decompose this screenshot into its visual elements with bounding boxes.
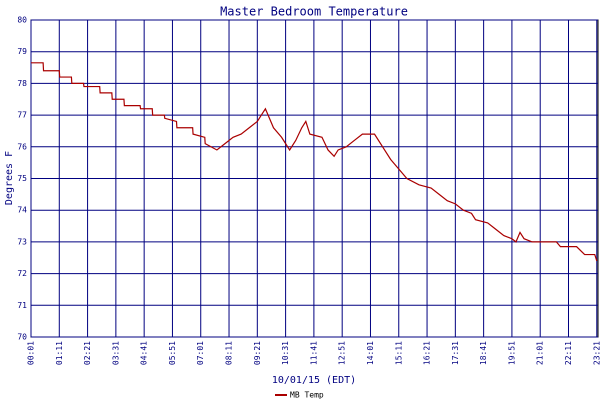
x-tick-label: 15:11: [394, 341, 403, 365]
x-tick-label: 05:51: [168, 341, 177, 365]
y-tick-label: 75: [17, 174, 27, 183]
x-tick-label: 22:11: [564, 341, 573, 365]
y-tick-label: 73: [17, 237, 27, 246]
data-line: [31, 62, 598, 262]
y-axis-label: Degrees F: [4, 151, 15, 205]
y-tick-label: 72: [17, 269, 27, 278]
y-tick-label: 71: [17, 301, 27, 310]
x-tick-label: 08:11: [225, 341, 234, 365]
x-tick-label: 00:01: [27, 341, 36, 365]
x-tick-label: 18:41: [479, 341, 488, 365]
x-tick-label: 12:51: [338, 341, 347, 365]
y-tick-label: 74: [17, 206, 27, 215]
x-tick-label: 04:41: [140, 341, 149, 365]
x-tick-label: 16:21: [423, 341, 432, 365]
x-tick-label: 21:01: [536, 341, 545, 365]
y-tick-label: 80: [17, 16, 27, 25]
y-tick-label: 77: [17, 111, 27, 120]
x-tick-label: 23:21: [592, 341, 600, 365]
y-tick-label: 76: [17, 142, 27, 151]
y-tick-label: 78: [17, 79, 27, 88]
chart-title: Master Bedroom Temperature: [220, 5, 408, 19]
x-tick-label: 01:11: [55, 341, 64, 365]
x-tick-label: 17:31: [451, 341, 460, 365]
legend-label: MB Temp: [290, 391, 324, 400]
x-tick-label: 07:01: [196, 341, 205, 365]
x-tick-label: 19:51: [507, 341, 516, 365]
x-axis-label: 10/01/15 (EDT): [272, 375, 356, 386]
x-tick-label: 10:31: [281, 341, 290, 365]
x-tick-label: 14:01: [366, 341, 375, 365]
x-tick-label: 03:31: [111, 341, 120, 365]
x-tick-label: 02:21: [83, 341, 92, 365]
x-tick-label: 09:21: [253, 341, 262, 365]
x-tick-label: 11:41: [309, 341, 318, 365]
y-tick-label: 70: [17, 333, 27, 342]
y-tick-label: 79: [17, 47, 27, 56]
